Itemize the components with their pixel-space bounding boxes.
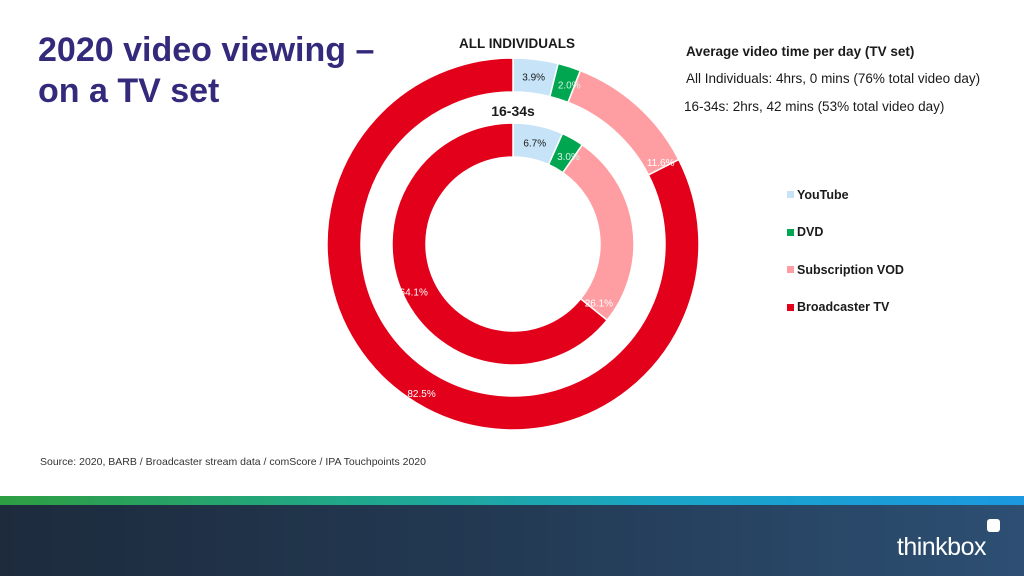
outer-label-subscription-vod: 11.6%	[647, 158, 675, 169]
outer-label-broadcaster-tv: 82.5%	[407, 389, 435, 400]
outer-slice-broadcaster-tv	[326, 57, 700, 431]
inner-label-youtube: 6.7%	[523, 138, 546, 149]
slice-labels: 3.9% 2.0% 11.6% 82.5% 6.7% 3.0% 26.1% 64.1%	[400, 72, 675, 400]
outer-label-youtube: 3.9%	[522, 72, 545, 83]
outer-ring	[326, 57, 700, 431]
legend-swatch-broadcaster-tv	[787, 303, 794, 311]
legend-item-dvd: DVD	[787, 225, 904, 240]
inner-ring-label: 16-34s	[491, 103, 535, 119]
inner-ring	[391, 122, 635, 366]
inner-label-subscription-vod: 26.1%	[585, 299, 613, 310]
legend-label-subscription-vod: Subscription VOD	[797, 262, 904, 277]
legend-label-broadcaster-tv: Broadcaster TV	[797, 300, 890, 314]
info-16-34s: 16-34s: 2hrs, 42 mins (53% total video d…	[684, 99, 945, 114]
inner-slice-broadcaster-tv	[391, 122, 609, 366]
info-all-individuals: All Individuals: 4hrs, 0 mins (76% total…	[686, 71, 981, 86]
inner-slice-subscription-vod	[561, 143, 635, 322]
legend-label-dvd: DVD	[797, 225, 824, 239]
legend-item-subscription-vod: Subscription VOD	[787, 262, 904, 277]
info-heading: Average video time per day (TV set)	[686, 44, 915, 59]
legend-swatch-dvd	[787, 228, 794, 236]
legend-item-youtube: YouTube	[787, 187, 904, 202]
thinkbox-logo: thinkbox	[896, 519, 1000, 562]
title-line-1: 2020 video viewing –	[38, 31, 375, 69]
source-note: Source: 2020, BARB / Broadcaster stream …	[40, 456, 426, 468]
inner-label-broadcaster-tv: 64.1%	[400, 287, 428, 298]
logo-square-icon	[987, 519, 1000, 532]
footer-stripe	[0, 496, 1024, 505]
chart-legend: YouTube DVD Subscription VOD Broadcaster…	[787, 187, 904, 337]
inner-label-dvd: 3.0%	[557, 152, 580, 163]
logo-text: thinkbox	[896, 533, 987, 561]
outer-ring-label: ALL INDIVIDUALS	[458, 36, 576, 51]
legend-swatch-subscription-vod	[787, 266, 794, 273]
legend-item-broadcaster-tv: Broadcaster TV	[787, 300, 904, 315]
footer-bar: thinkbox	[0, 505, 1024, 576]
outer-label-dvd: 2.0%	[558, 81, 581, 92]
title-line-2: on a TV set	[38, 72, 220, 110]
legend-swatch-youtube	[787, 191, 794, 198]
legend-label-youtube: YouTube	[797, 187, 849, 202]
page-title: 2020 video viewing – on a TV set	[38, 30, 398, 112]
